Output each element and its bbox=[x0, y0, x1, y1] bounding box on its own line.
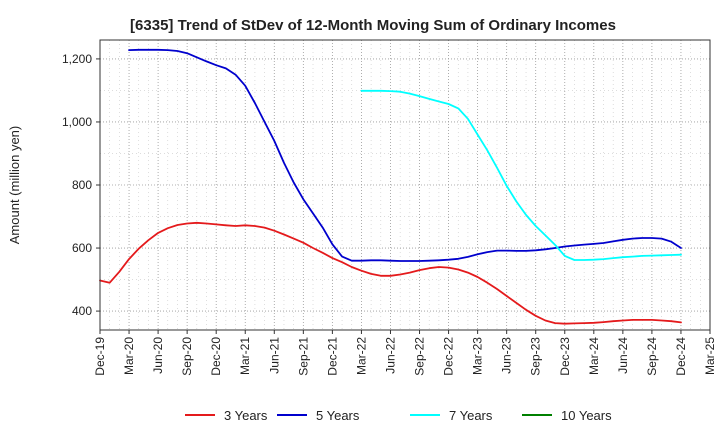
x-tick-label: Dec-21 bbox=[325, 337, 339, 376]
y-tick-label: 1,000 bbox=[62, 115, 92, 129]
x-tick-labels: Dec-19 Mar-20 Jun-20 Sep-20 Dec-20 Mar-21 Jun-… bbox=[93, 330, 717, 376]
x-tick-label: Sep-23 bbox=[529, 337, 543, 376]
x-tick-label: Jun-20 bbox=[151, 337, 165, 374]
y-tick-label: 800 bbox=[72, 178, 92, 192]
legend: 3 Years 5 Years 7 Years 10 Years bbox=[185, 408, 612, 423]
y-axis-title: Amount (million yen) bbox=[7, 126, 22, 245]
x-tick-label: Dec-19 bbox=[93, 337, 107, 376]
x-tick-label: Jun-23 bbox=[500, 337, 514, 374]
legend-label: 5 Years bbox=[316, 408, 360, 423]
x-tick-label: Sep-20 bbox=[180, 337, 194, 376]
plot-frame bbox=[99, 39, 711, 331]
x-tick-label: Dec-20 bbox=[209, 337, 223, 376]
x-tick-label: Dec-23 bbox=[558, 337, 572, 376]
x-tick-label: Jun-21 bbox=[267, 337, 281, 374]
x-tick-label: Mar-20 bbox=[122, 337, 136, 375]
y-tick-label: 400 bbox=[72, 304, 92, 318]
x-tick-label: Jun-22 bbox=[383, 337, 397, 374]
x-tick-label: Mar-21 bbox=[238, 337, 252, 375]
series-line-7-years bbox=[360, 89, 682, 261]
legend-label: 7 Years bbox=[449, 408, 493, 423]
x-tick-label: Sep-21 bbox=[296, 337, 310, 376]
chart-title: [6335] Trend of StDev of 12-Month Moving… bbox=[130, 17, 616, 34]
series-line-3-years bbox=[99, 221, 682, 325]
x-tick-label: Sep-22 bbox=[413, 337, 427, 376]
x-tick-label: Jun-24 bbox=[616, 337, 630, 374]
x-tick-label: Mar-24 bbox=[587, 337, 601, 375]
y-tick-labels: 400 600 800 1,000 1,200 bbox=[62, 52, 100, 318]
legend-label: 3 Years bbox=[224, 408, 268, 423]
legend-label: 10 Years bbox=[561, 408, 612, 423]
series-layer bbox=[99, 48, 682, 325]
grid-layer bbox=[99, 40, 711, 330]
x-tick-label: Sep-24 bbox=[645, 337, 659, 376]
y-tick-label: 1,200 bbox=[62, 52, 92, 66]
x-tick-label: Mar-22 bbox=[354, 337, 368, 375]
series-line-5-years bbox=[128, 48, 682, 262]
x-tick-label: Mar-25 bbox=[703, 337, 717, 375]
x-tick-label: Dec-24 bbox=[674, 337, 688, 376]
x-tick-label: Mar-23 bbox=[471, 337, 485, 375]
x-tick-label: Dec-22 bbox=[442, 337, 456, 376]
y-tick-label: 600 bbox=[72, 241, 92, 255]
